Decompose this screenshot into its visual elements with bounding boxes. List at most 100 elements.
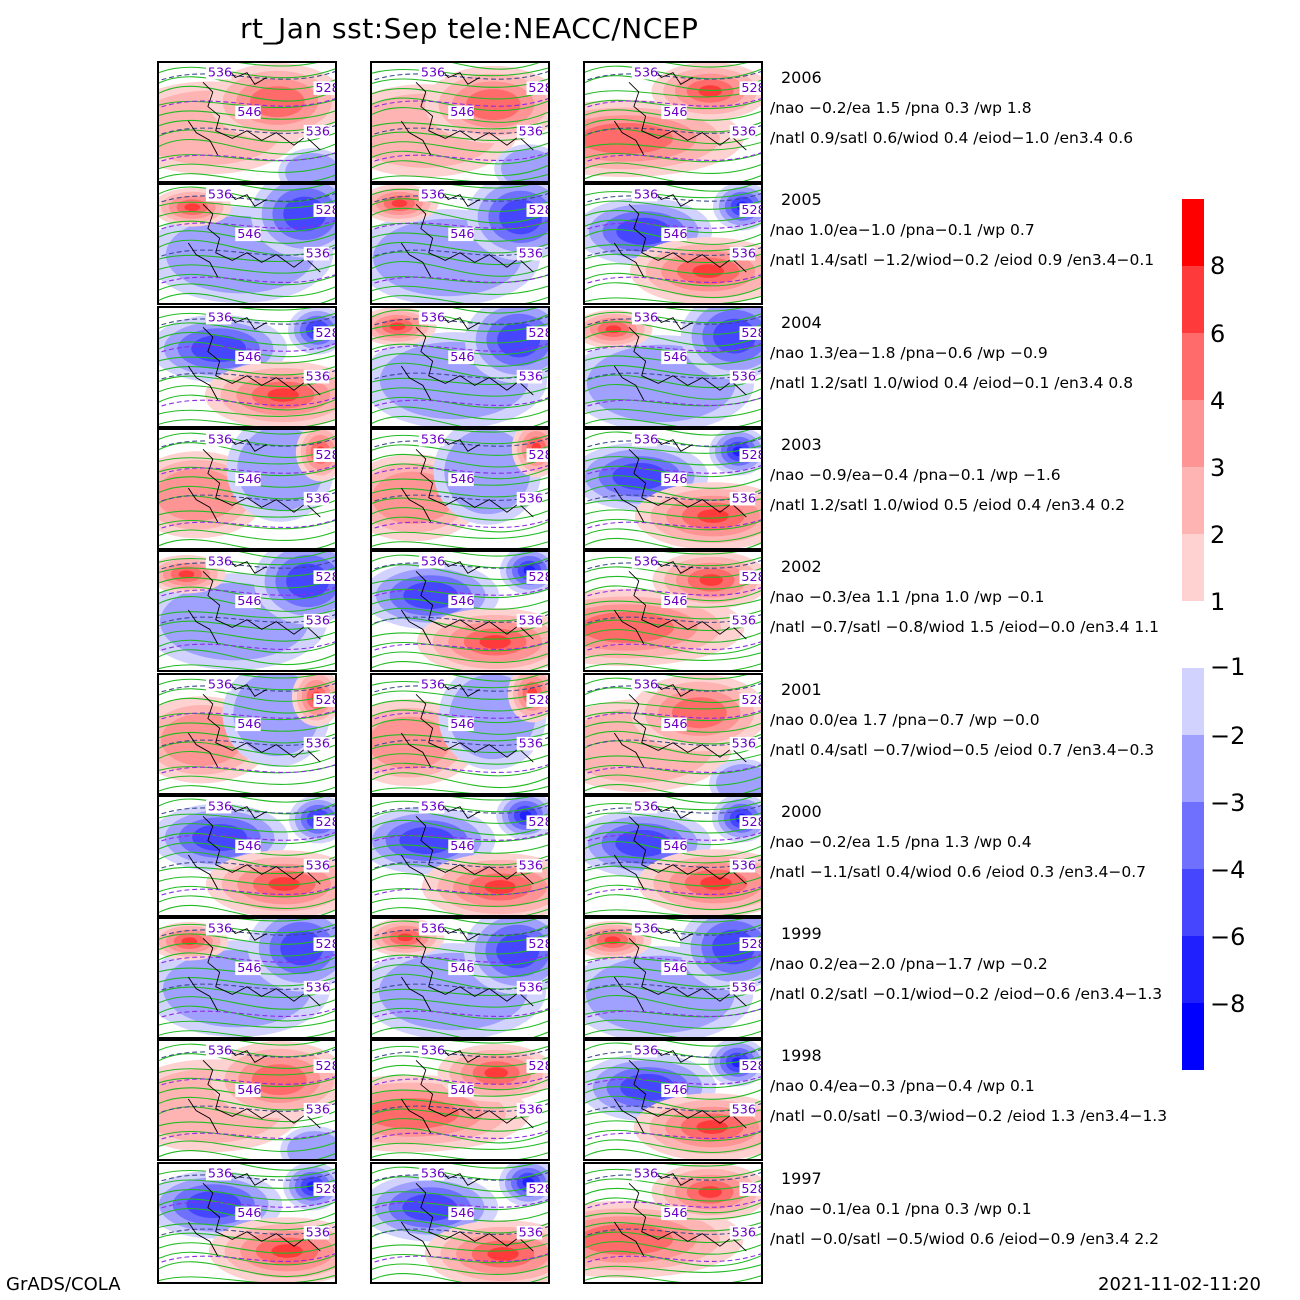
map-panel: 536 528 546 536 bbox=[583, 672, 763, 795]
contour-label-bg bbox=[303, 980, 330, 995]
height-contour-line bbox=[372, 560, 548, 571]
anomaly-contour-line bbox=[372, 141, 548, 153]
coastline bbox=[613, 923, 747, 1012]
anomaly-contour-line bbox=[159, 784, 335, 793]
contour-label-bg bbox=[739, 815, 761, 829]
coastline bbox=[613, 1045, 747, 1134]
map-panel-plot: 536 528 546 536 bbox=[372, 1163, 548, 1282]
height-contour-line bbox=[372, 70, 548, 82]
contour-label-bg bbox=[516, 247, 543, 261]
teleconnection-indices: /nao 1.3/ea−1.8 /pna−0.6 /wp −0.9 bbox=[770, 343, 1048, 362]
ocean-indices: /natl 0.9/satl 0.6/wiod 0.4 /eiod−1.0 /e… bbox=[770, 129, 1134, 147]
height-contour-line bbox=[585, 587, 761, 598]
contour-label: 546 bbox=[237, 593, 261, 608]
map-panel-plot: 536 528 546 536 bbox=[585, 919, 761, 1038]
anomaly-contour-line bbox=[159, 1150, 335, 1160]
coastline bbox=[187, 801, 321, 889]
contour-label: 536 bbox=[306, 124, 330, 139]
anomaly-contour-line bbox=[159, 418, 335, 426]
anomaly-contour-line bbox=[372, 642, 548, 652]
map-panel: 536 528 546 536 bbox=[157, 427, 337, 550]
contour-label-bg bbox=[739, 570, 761, 585]
anomaly-contour-line bbox=[238, 429, 321, 435]
height-contour-line bbox=[585, 885, 761, 897]
anomaly-contour-line bbox=[159, 943, 335, 957]
anomaly-contour-line bbox=[372, 434, 548, 445]
anomaly-contour-line bbox=[372, 507, 548, 521]
height-contour-line bbox=[372, 1198, 548, 1210]
height-contour-line bbox=[372, 885, 548, 897]
height-contour-line bbox=[159, 274, 335, 285]
anomaly-contour-line bbox=[585, 1130, 761, 1142]
contour-label: 536 bbox=[306, 735, 330, 750]
positive-anomaly-shade bbox=[268, 877, 300, 891]
contour-label-bg bbox=[526, 692, 548, 707]
contour-label-bg bbox=[235, 472, 261, 486]
contour-label: 536 bbox=[732, 1224, 756, 1239]
contour-label-bg bbox=[235, 961, 261, 976]
coastline bbox=[400, 923, 534, 1012]
contour-label-bg bbox=[739, 1182, 761, 1196]
anomaly-contour-line bbox=[585, 465, 761, 478]
contour-label: 536 bbox=[421, 431, 445, 446]
map-panel: 536 528 546 536 bbox=[157, 61, 337, 183]
contour-label: 536 bbox=[634, 798, 658, 813]
anomaly-contour-line bbox=[585, 1077, 761, 1089]
height-contour-line bbox=[159, 315, 335, 326]
contour-label: 536 bbox=[519, 368, 543, 383]
anomaly-contour-line bbox=[585, 884, 761, 899]
anomaly-contour-line bbox=[372, 1166, 548, 1180]
contour-label-bg bbox=[739, 81, 761, 95]
footer-software: GrADS/COLA bbox=[6, 1274, 121, 1295]
teleconnection-indices: /nao −0.3/ea 1.1 /pna 1.0 /wp −0.1 bbox=[770, 588, 1045, 607]
coastline bbox=[187, 1168, 321, 1256]
anomaly-contour-line bbox=[159, 495, 335, 512]
height-contour-line bbox=[372, 437, 548, 449]
contour-label: 546 bbox=[450, 349, 474, 364]
map-panel: 536 528 546 536 bbox=[370, 1039, 550, 1162]
contour-label-bg bbox=[418, 432, 445, 447]
height-contour-line bbox=[159, 641, 335, 652]
height-contour-line bbox=[372, 1049, 548, 1060]
positive-anomaly-shade bbox=[397, 933, 414, 942]
height-contour-line bbox=[159, 560, 335, 571]
colorbar-negative-segment bbox=[1182, 802, 1204, 869]
anomaly-contour-line bbox=[372, 221, 548, 231]
coastline bbox=[400, 1045, 534, 1134]
contour-label: 528 bbox=[528, 447, 548, 462]
anomaly-contour-line bbox=[159, 1251, 335, 1266]
map-panel: 536 528 546 536 bbox=[157, 550, 337, 673]
contour-label-bg bbox=[418, 677, 445, 691]
map-panel: 536 528 546 536 bbox=[157, 1039, 337, 1162]
anomaly-contour-line bbox=[372, 1007, 548, 1020]
contour-label-bg bbox=[303, 858, 330, 873]
teleconnection-indices: /nao 1.0/ea−1.0 /pna−0.1 /wp 0.7 bbox=[770, 221, 1035, 240]
contour-label-bg bbox=[526, 1059, 548, 1074]
anomaly-contour-line bbox=[372, 1272, 548, 1282]
contour-label-bg bbox=[313, 1182, 335, 1196]
contour-label-bg bbox=[448, 350, 474, 364]
anomaly-contour-line bbox=[451, 674, 540, 682]
anomaly-contour-line bbox=[238, 1041, 321, 1046]
contour-label-bg bbox=[631, 921, 658, 936]
anomaly-contour-line bbox=[372, 1253, 548, 1263]
coastline bbox=[400, 434, 534, 522]
anomaly-contour-line bbox=[664, 63, 747, 68]
contour-label-bg bbox=[205, 1166, 232, 1181]
contour-label-bg bbox=[661, 105, 687, 120]
height-contour-line bbox=[159, 152, 335, 163]
anomaly-contour-line bbox=[159, 283, 335, 298]
anomaly-contour-line bbox=[585, 162, 761, 174]
contour-label: 536 bbox=[732, 490, 756, 505]
anomaly-contour-line bbox=[159, 1261, 335, 1277]
height-contour-line bbox=[159, 831, 335, 843]
contour-label-bg bbox=[526, 815, 548, 829]
anomaly-contour-line bbox=[159, 630, 335, 642]
contour-label-bg bbox=[661, 717, 687, 731]
height-contour-line bbox=[159, 709, 335, 720]
map-panel: 536 528 546 536 bbox=[583, 183, 763, 306]
contour-label-bg bbox=[661, 227, 687, 242]
footer-timestamp: 2021-11-02-11:20 bbox=[1098, 1274, 1261, 1295]
contour-label: 536 bbox=[519, 857, 543, 872]
anomaly-contour-line bbox=[372, 406, 548, 420]
